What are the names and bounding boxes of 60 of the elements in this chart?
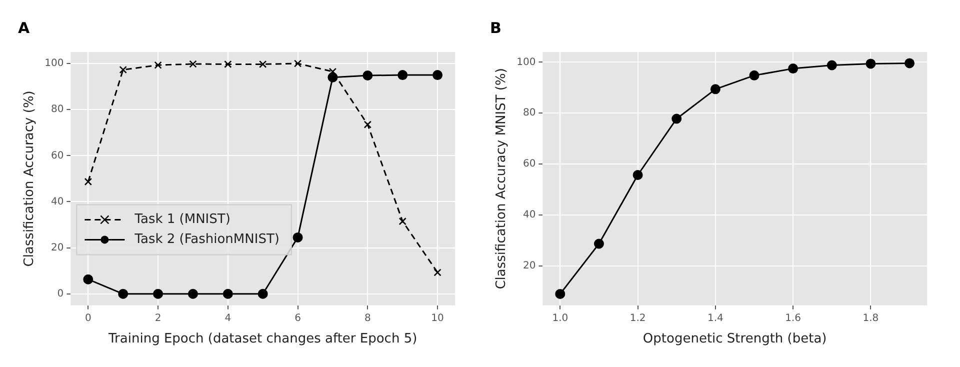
point — [398, 70, 408, 80]
legend-label: Task 1 (MNIST) — [134, 212, 230, 228]
point — [749, 70, 760, 80]
x-tick-label: 1.8 — [862, 312, 879, 324]
point — [222, 288, 233, 299]
point — [788, 64, 798, 74]
y-tick-label: 20 — [522, 260, 536, 272]
point — [866, 58, 876, 69]
y-axis-title: Classification Accuracy MNIST (%) — [494, 68, 510, 290]
point — [154, 61, 162, 69]
point — [398, 217, 406, 226]
y-tick-label: 80 — [522, 108, 536, 119]
x-tick-label: 1.6 — [785, 312, 802, 324]
y-tick-label: 60 — [522, 158, 536, 170]
y-tick-label: 0 — [57, 288, 64, 300]
x-tick-label: 0 — [84, 312, 92, 324]
x-tick-label: 6 — [294, 312, 301, 324]
point — [364, 120, 372, 128]
point — [259, 60, 267, 68]
point — [258, 288, 268, 299]
point — [632, 170, 643, 180]
point — [594, 238, 604, 249]
x-tick-label: 4 — [224, 312, 232, 324]
chart-title: A — [18, 18, 30, 37]
legend-label: Task 2 (FashionMNIST) — [134, 232, 280, 248]
y-tick-label: 40 — [50, 196, 64, 208]
point — [555, 288, 566, 299]
y-tick-label: 20 — [50, 242, 64, 254]
point — [153, 288, 164, 299]
point — [188, 288, 198, 299]
x-tick-label: 8 — [364, 312, 371, 324]
point — [672, 114, 682, 124]
point — [118, 288, 128, 299]
point — [84, 178, 92, 186]
point — [224, 60, 232, 68]
point — [904, 58, 915, 68]
point — [434, 268, 442, 276]
point — [119, 66, 127, 74]
point — [432, 70, 443, 80]
point — [362, 70, 373, 80]
y-tick-label: 80 — [50, 104, 64, 116]
point — [294, 60, 302, 68]
point — [826, 60, 837, 70]
y-tick-label: 40 — [522, 210, 536, 221]
point — [83, 274, 94, 284]
point — [292, 232, 303, 242]
x-axis-title: Training Epoch (dataset changes after Epoch 5) — [108, 332, 418, 347]
x-tick-label: 10 — [431, 312, 444, 324]
chart-title: B — [490, 18, 502, 37]
x-tick-label: 1.2 — [630, 312, 646, 324]
x-axis-title: Optogenetic Strength (beta) — [642, 332, 827, 347]
x-tick-label: 2 — [154, 312, 162, 324]
y-axis-title: Classification Accuracy (%) — [22, 90, 38, 267]
point — [189, 60, 197, 68]
point — [710, 84, 720, 94]
y-tick-label: 100 — [516, 56, 536, 68]
y-tick-label: 100 — [44, 58, 64, 70]
y-tick-label: 60 — [50, 150, 64, 162]
x-tick-label: 1.0 — [552, 312, 568, 324]
x-tick-label: 1.4 — [707, 312, 724, 324]
